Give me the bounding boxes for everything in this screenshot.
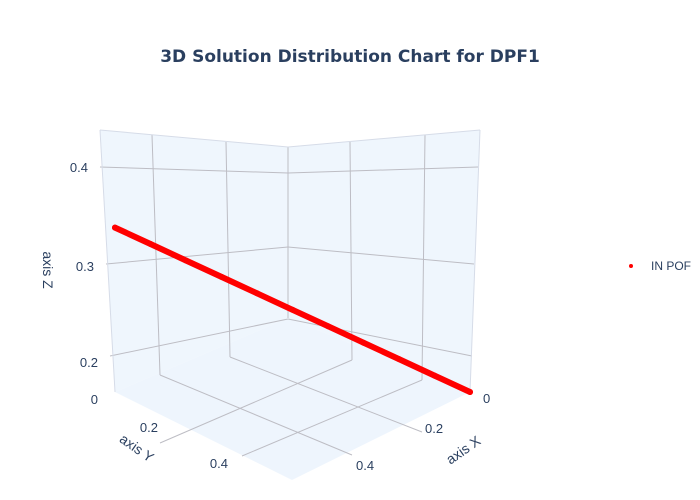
- x-tick-label: 0.2: [425, 421, 443, 436]
- x-axis-title: axis X: [443, 432, 484, 467]
- grid-floor-4: [241, 379, 423, 457]
- data-point[interactable]: [289, 306, 296, 313]
- scene-3d[interactable]: 0.4 0.3 0.2 axis Z 0 0.2 0.4 axis Y 0 0.…: [40, 129, 490, 480]
- grid-right-v2: [421, 134, 426, 381]
- grid-left-z-03: [105, 246, 289, 265]
- back-wall-right: [288, 130, 480, 392]
- z-tick-label: 0.3: [76, 259, 94, 274]
- z-tick-label: 0.4: [70, 160, 88, 175]
- z-tick-label: 0.2: [80, 355, 98, 370]
- grid-floor-1: [159, 374, 353, 456]
- grid-left-z-04: [99, 166, 289, 174]
- legend-item-in-pof[interactable]: IN POF: [629, 259, 691, 273]
- data-point[interactable]: [218, 273, 225, 280]
- legend[interactable]: IN POF: [629, 259, 691, 273]
- grid-floor-3: [159, 359, 353, 444]
- grid-floor-2: [229, 356, 423, 433]
- grid-right-z-04: [287, 166, 479, 174]
- data-point[interactable]: [431, 372, 438, 379]
- data-point[interactable]: [360, 339, 367, 346]
- chart-title: 3D Solution Distribution Chart for DPF1: [160, 47, 540, 67]
- data-point[interactable]: [254, 290, 260, 297]
- y-tick-label: 0.4: [210, 456, 228, 471]
- grid-lines: [99, 134, 479, 457]
- scene-edges: [99, 129, 481, 393]
- data-point[interactable]: [467, 389, 473, 395]
- grid-right-z-03: [287, 246, 475, 265]
- floor: [115, 318, 470, 480]
- z-axis-title: axis Z: [40, 251, 56, 289]
- grid-left-z-02: [109, 318, 289, 357]
- x-tick-label: 0: [483, 391, 490, 406]
- legend-marker-icon: [629, 264, 633, 268]
- series-in-pof[interactable]: [112, 224, 473, 395]
- y-axis-title: axis Y: [117, 430, 158, 465]
- data-point[interactable]: [183, 257, 189, 264]
- grid-left-v1: [151, 134, 161, 376]
- grid-left-v2: [225, 141, 231, 358]
- x-tick-label: 0.4: [356, 458, 374, 473]
- data-point[interactable]: [112, 224, 118, 231]
- data-point[interactable]: [396, 356, 402, 363]
- y-tick-label: 0.2: [140, 420, 158, 435]
- grid-right-v1: [349, 141, 353, 361]
- data-point[interactable]: [325, 323, 331, 330]
- legend-label: IN POF: [651, 259, 691, 273]
- data-point[interactable]: [147, 241, 154, 247]
- y-tick-label: 0: [91, 392, 98, 407]
